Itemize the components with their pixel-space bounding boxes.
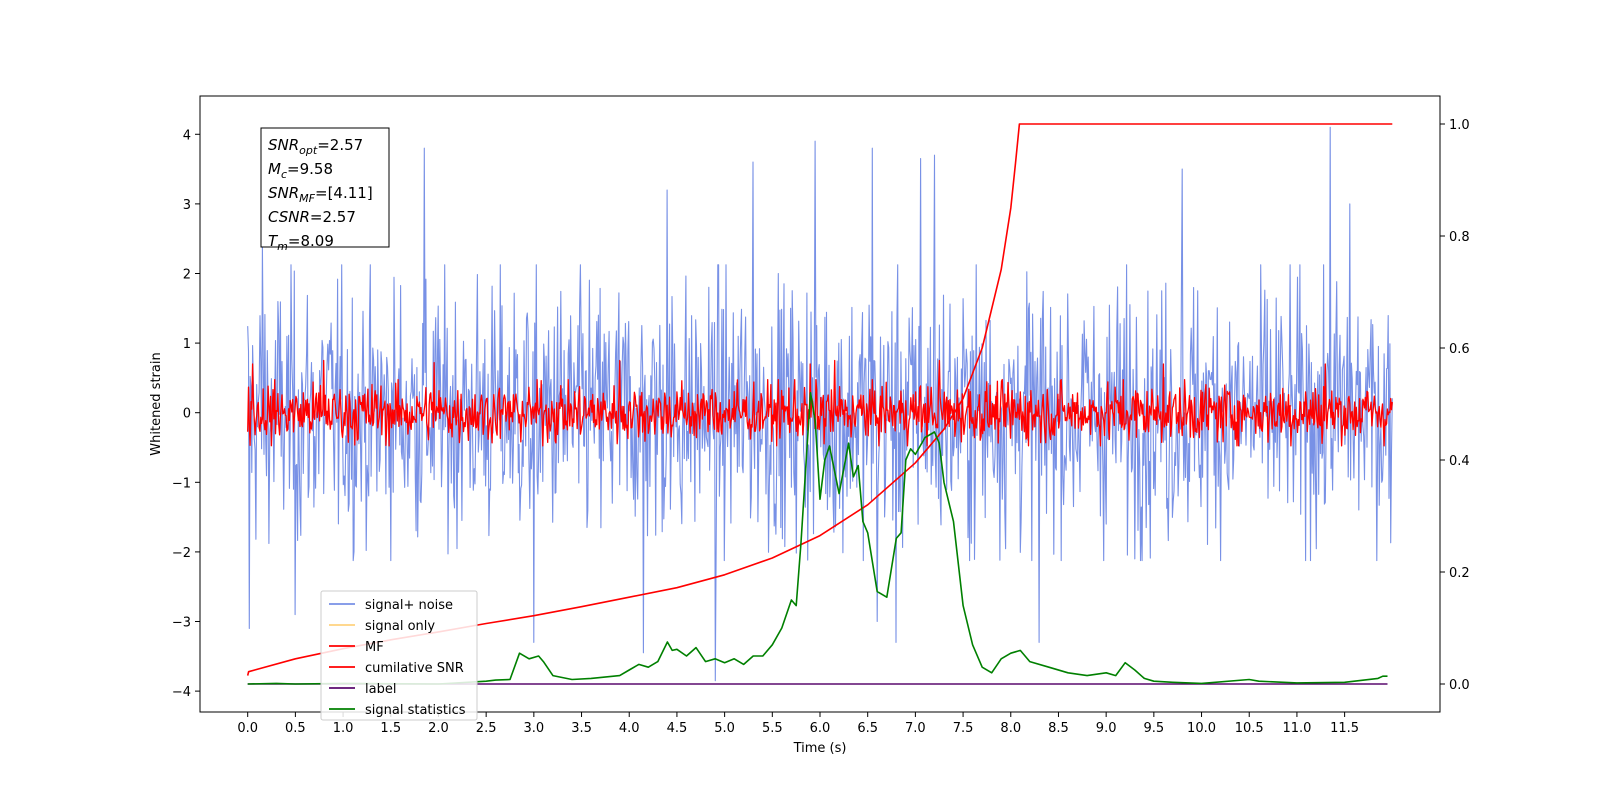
info-box-frame [260,127,390,248]
x-tick-label: 3.5 [571,721,592,736]
series-signal-statistics [247,392,1388,685]
x-tick-label: 11.5 [1330,721,1359,736]
legend-label: signal only [365,619,435,634]
x-tick-label: 10.0 [1187,721,1216,736]
x-tick-label: 0.0 [237,721,258,736]
y-axis-left: −4 −3 −2 −1 0 1 2 3 4 [172,128,200,700]
y-tick-label-left: 3 [183,198,191,213]
x-tick-label: 10.5 [1235,721,1264,736]
y-tick-label-right: 0.6 [1449,342,1470,357]
y-tick-label-right: 0.2 [1449,566,1470,581]
y-tick-label-left: −3 [172,616,191,631]
x-tick-label: 1.0 [333,721,354,736]
x-tick-label: 7.0 [905,721,926,736]
x-axis-label: Time (s) [793,741,847,756]
legend-frame [320,590,478,721]
y-axis-right: 0.0 0.2 0.4 0.6 0.8 1.0 [1440,118,1470,693]
x-tick-label: 3.0 [524,721,545,736]
info-box: SNRopt=2.57 Mc=9.58 SNRMF=[4.11] CSNR=2.57 T… [260,127,390,253]
y-tick-label-left: −1 [172,476,191,491]
info-line: Tm=8.09 [268,232,334,253]
y-tick-label-left: 4 [183,128,191,143]
x-tick-label: 2.5 [476,721,497,736]
y-tick-label-left: −4 [172,685,191,700]
y-tick-label-right: 0.0 [1449,678,1470,693]
x-tick-label: 0.5 [285,721,306,736]
legend-label: signal+ noise [365,598,453,613]
x-tick-label: 6.0 [810,721,831,736]
info-line: Mc=9.58 [268,160,333,181]
info-line: SNRopt=2.57 [268,136,363,157]
legend-label: signal statistics [365,703,466,718]
x-tick-label: 9.5 [1144,721,1165,736]
y-tick-label-right: 1.0 [1449,118,1470,133]
x-tick-label: 11.0 [1282,721,1311,736]
y-axis-label-left: Whitened strain [149,352,164,455]
legend-label: label [365,682,396,697]
y-tick-label-left: 0 [183,407,191,422]
legend: signal+ noise signal only MF cumilative SNR… [320,590,478,721]
info-line: CSNR=2.57 [268,208,356,226]
y-tick-label-right: 0.4 [1449,454,1470,469]
x-tick-label: 8.5 [1048,721,1069,736]
legend-label: MF [365,640,384,655]
x-tick-label: 6.5 [857,721,878,736]
x-tick-label: 5.5 [762,721,783,736]
x-tick-label: 7.5 [953,721,974,736]
legend-label: cumilative SNR [365,661,464,676]
x-tick-label: 4.0 [619,721,640,736]
x-tick-label: 8.0 [1000,721,1021,736]
info-line: SNRMF=[4.11] [268,184,373,205]
y-tick-label-left: −2 [172,546,191,561]
x-tick-label: 4.5 [667,721,688,736]
y-tick-label-left: 1 [183,337,191,352]
y-tick-label-left: 2 [183,267,191,282]
x-tick-label: 9.0 [1096,721,1117,736]
x-axis: 0.0 0.5 1.0 1.5 2.0 2.5 3.0 3.5 4.0 4.5 5.0 5.5 6.0 6… [237,712,1359,736]
x-tick-label: 5.0 [714,721,735,736]
x-tick-label: 2.0 [428,721,449,736]
x-tick-label: 1.5 [380,721,401,736]
y-tick-label-right: 0.8 [1449,230,1470,245]
series-mf [247,359,1393,447]
